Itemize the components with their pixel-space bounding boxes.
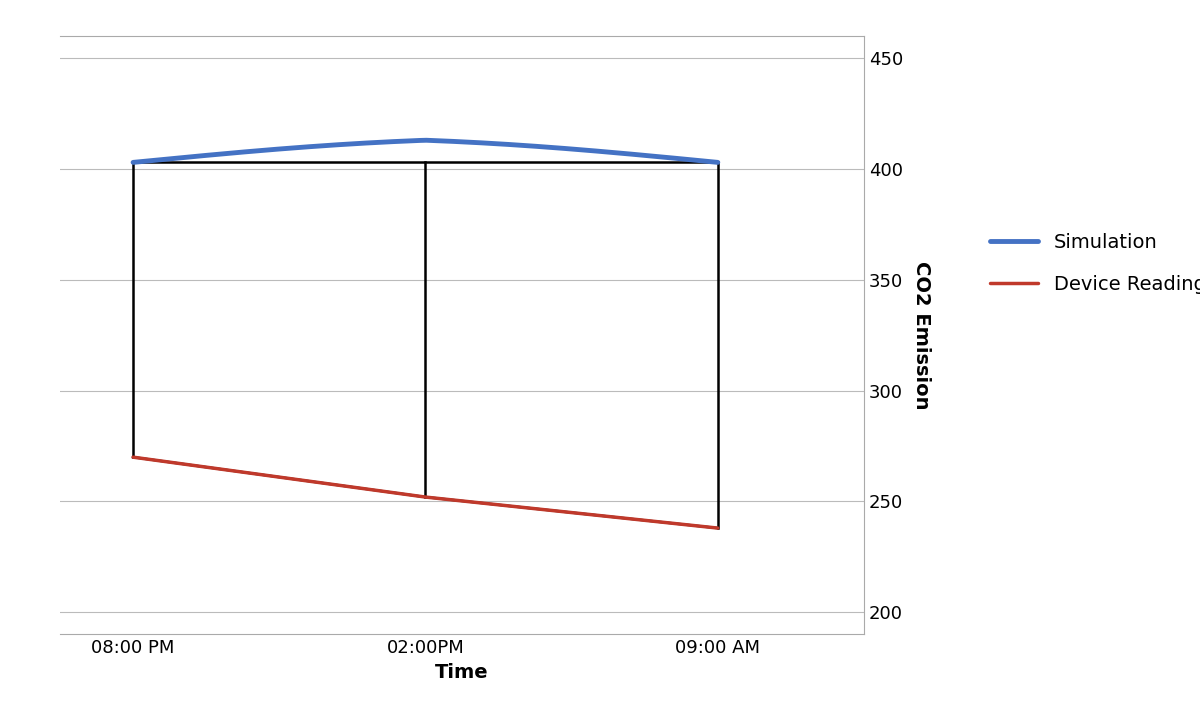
Line: Simulation: Simulation: [133, 141, 718, 162]
Legend: Simulation, Device Readings: Simulation, Device Readings: [971, 213, 1200, 314]
X-axis label: Time: Time: [436, 663, 488, 682]
Simulation: [128, 158, 143, 167]
Simulation: [126, 158, 140, 167]
Simulation: [658, 153, 672, 162]
Simulation: [476, 138, 491, 147]
Simulation: [710, 158, 725, 167]
Simulation: [474, 138, 488, 147]
Device Readings: [710, 523, 725, 532]
Simulation: [486, 139, 500, 148]
Device Readings: [419, 492, 433, 501]
Simulation: [620, 149, 635, 158]
Simulation: [418, 136, 432, 145]
Y-axis label: CO2 Emission: CO2 Emission: [912, 261, 931, 410]
Device Readings: [126, 453, 140, 461]
Line: Device Readings: Device Readings: [133, 457, 718, 528]
